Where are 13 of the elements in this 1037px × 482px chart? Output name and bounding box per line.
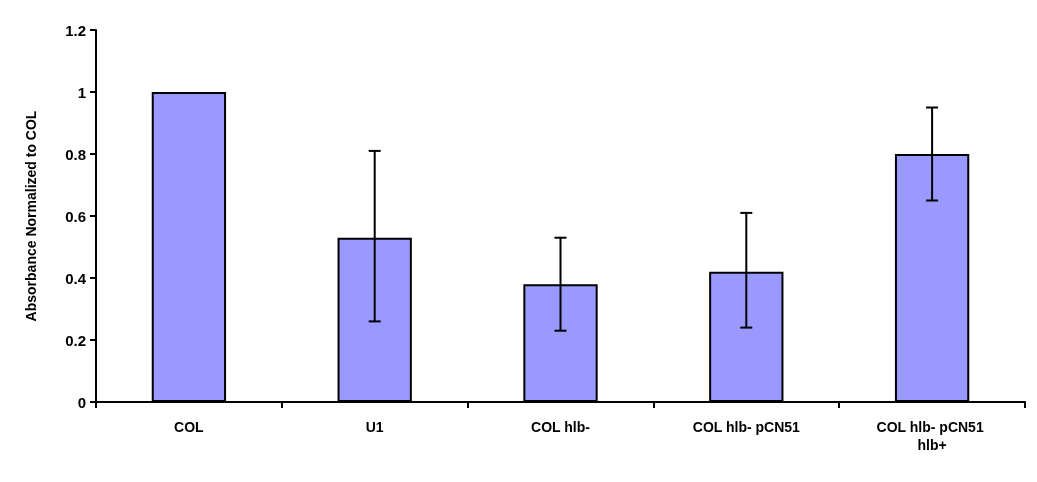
x-tick-label: COL hlb- pCN51 [692, 419, 801, 435]
y-tick-label: 0.6 [65, 207, 86, 225]
y-tick-label: 1.2 [65, 21, 86, 39]
y-axis-title: Absorbance Normalized to COL [23, 110, 39, 322]
y-tick-label: 0.4 [65, 269, 87, 287]
x-tick-label: COL hlb- [531, 419, 591, 435]
x-tick-label: U1 [365, 419, 384, 435]
y-tick-label: 0 [77, 393, 86, 411]
y-tick-label: 1 [77, 83, 86, 101]
y-tick-label: 0.8 [65, 145, 86, 163]
x-tick-label: COL [174, 419, 205, 435]
y-tick-label: 0.2 [65, 331, 86, 349]
x-tick-label: COL hlb- pCN51 hlb+ [876, 419, 988, 453]
